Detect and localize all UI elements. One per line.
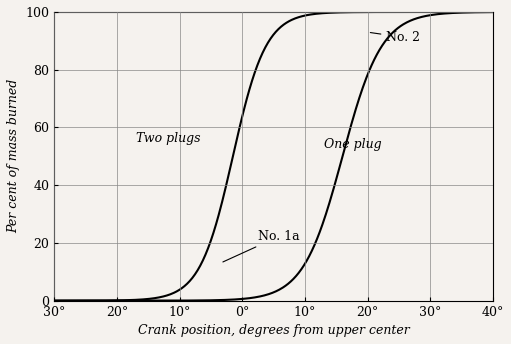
Text: No. 1a: No. 1a — [223, 230, 299, 262]
Text: Two plugs: Two plugs — [136, 132, 200, 145]
Y-axis label: Per cent of mass burned: Per cent of mass burned — [7, 79, 20, 234]
X-axis label: Crank position, degrees from upper center: Crank position, degrees from upper cente… — [138, 324, 409, 337]
Text: One plug: One plug — [324, 138, 381, 151]
Text: No. 2: No. 2 — [370, 31, 421, 44]
